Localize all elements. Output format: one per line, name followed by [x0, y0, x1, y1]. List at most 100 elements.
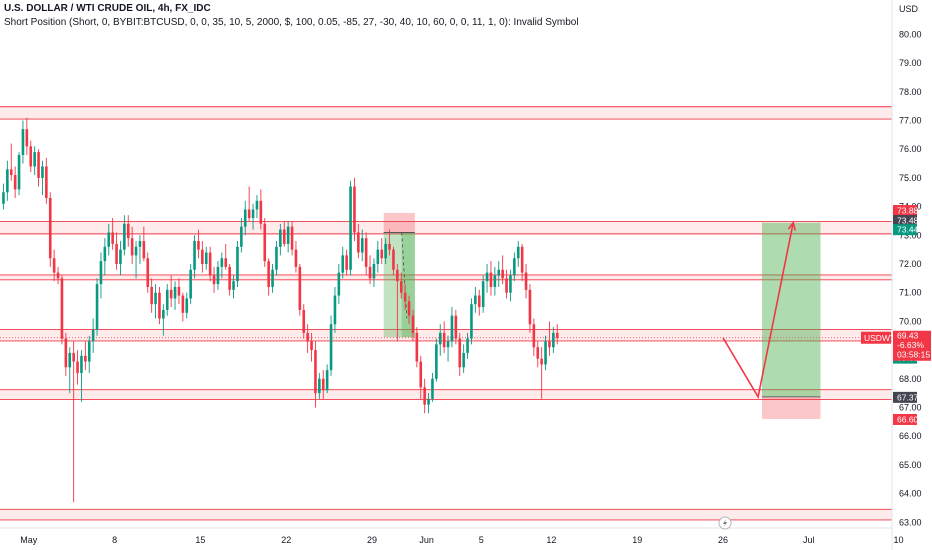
candle	[337, 264, 341, 305]
candle	[271, 264, 274, 293]
candle	[536, 341, 540, 368]
candle-body	[76, 361, 79, 374]
candle	[251, 203, 255, 230]
symbol-label: USDWTI	[864, 333, 898, 343]
candle	[52, 249, 56, 282]
candle-body	[318, 378, 321, 394]
horizontal-zones	[0, 106, 892, 521]
study-legend: Short Position (Short, 0, BYBIT:BTCUSD, …	[4, 17, 579, 28]
candle	[528, 284, 532, 333]
candle-body	[240, 226, 243, 247]
y-tick-label: 72.00	[899, 259, 922, 269]
candle	[6, 160, 9, 201]
candle	[267, 258, 270, 296]
price-tag-bg	[893, 205, 917, 217]
candle-body	[438, 332, 442, 345]
candle	[76, 350, 79, 385]
projection-path	[722, 222, 794, 400]
projection-arrow[interactable]	[722, 220, 796, 400]
candle	[357, 223, 360, 259]
candle	[485, 264, 489, 293]
candle	[224, 243, 228, 270]
candle-body	[286, 226, 290, 244]
candle-body	[251, 209, 255, 219]
candle-body	[193, 241, 196, 270]
candle-body	[536, 347, 540, 359]
candle	[349, 180, 352, 276]
candle-body	[298, 266, 302, 310]
projection-arrowhead	[787, 220, 796, 231]
candle-body	[427, 398, 430, 405]
candle-body	[364, 238, 368, 267]
candle	[454, 309, 458, 345]
candle	[481, 275, 485, 313]
y-tick-label: 71.00	[899, 288, 922, 298]
y-tick-label: 73.00	[899, 230, 922, 240]
candle-body	[294, 249, 298, 267]
candle-body	[392, 249, 395, 270]
y-tick-label: 70.00	[899, 316, 922, 326]
candle-body	[134, 246, 138, 256]
price-tag-bg	[893, 413, 917, 425]
y-tick-label: 66.00	[899, 431, 922, 441]
x-tick-label: 10	[893, 535, 903, 545]
candle-body	[107, 232, 111, 247]
candle-body	[87, 341, 91, 362]
candle	[255, 195, 259, 219]
candle	[548, 321, 551, 356]
candle-body	[360, 238, 364, 253]
candle	[532, 318, 536, 356]
candle	[177, 278, 181, 305]
candle-body	[130, 238, 134, 256]
candle-body	[263, 223, 267, 262]
candle	[216, 261, 220, 290]
candle-body	[388, 243, 391, 250]
candle	[310, 332, 313, 362]
candle	[185, 292, 189, 319]
candle-body	[138, 241, 142, 247]
candle-body	[337, 272, 341, 296]
candle	[91, 318, 95, 353]
candle-body	[431, 378, 434, 399]
zone-fill	[0, 329, 892, 341]
candle	[142, 226, 146, 262]
candle	[477, 289, 481, 316]
candle	[181, 292, 185, 322]
candle-body	[279, 229, 282, 247]
candle	[60, 275, 64, 345]
candle	[411, 309, 415, 342]
candle	[95, 278, 99, 336]
candle-body	[544, 341, 547, 365]
candle-body	[349, 186, 352, 270]
candle	[524, 264, 528, 299]
candle-body	[126, 223, 130, 239]
candle	[470, 298, 473, 345]
candle-body	[497, 269, 501, 276]
last-price-change: -6.63%	[897, 340, 924, 350]
candle	[158, 286, 161, 325]
candle	[314, 341, 317, 408]
position-boxes[interactable]	[383, 212, 821, 419]
y-tick-label: 76.00	[899, 144, 922, 154]
candle-body	[17, 154, 21, 190]
x-tick-label: 26	[718, 535, 728, 545]
candle-body	[528, 289, 532, 325]
candle	[9, 143, 13, 181]
candle	[111, 218, 114, 250]
candle-body	[493, 275, 497, 287]
candle	[232, 275, 235, 299]
candle	[204, 246, 208, 270]
price-tag-bg	[893, 224, 917, 236]
candle	[37, 149, 40, 187]
last-price-countdown: 03:58:15	[897, 350, 930, 360]
candle	[513, 252, 516, 282]
price-tag-bg	[893, 391, 917, 403]
candle-body	[267, 261, 270, 287]
candle-body	[372, 264, 376, 279]
candle	[466, 332, 469, 359]
candle-body	[509, 275, 512, 293]
candle	[208, 246, 212, 282]
long-position-stop	[762, 396, 821, 419]
candle-body	[99, 261, 103, 285]
